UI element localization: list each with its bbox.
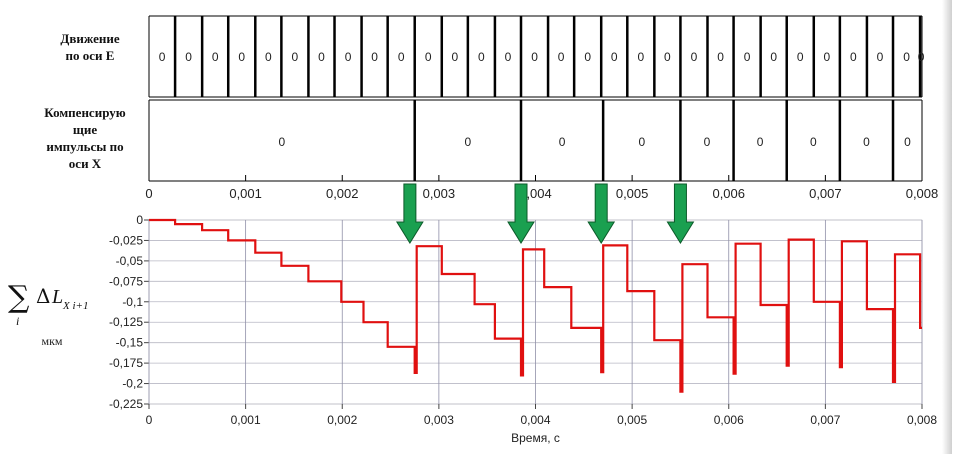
row2-label-line3: импульсы по <box>46 139 124 154</box>
e-cell-value: 0 <box>584 50 591 64</box>
x-tick-label: 0,006 <box>714 413 744 427</box>
y-tick-label: -0,15 <box>116 336 144 350</box>
x-cell-value: 0 <box>704 135 711 149</box>
right-edge-shade <box>942 0 952 454</box>
e-cell-value: 0 <box>292 50 299 64</box>
row2-x-tick-label: 0,007 <box>809 186 842 201</box>
x-axis-title: Время, с <box>511 431 560 445</box>
y-tick-label: -0,025 <box>109 233 143 247</box>
x-cell-value: 0 <box>638 135 645 149</box>
x-tick-label: 0,005 <box>617 413 647 427</box>
x-cell-value: 0 <box>810 135 817 149</box>
e-cell-value: 0 <box>918 50 925 64</box>
row2-label-line1: Компенсирую <box>44 105 126 120</box>
e-cell-value: 0 <box>744 50 751 64</box>
row2-label-line2: щие <box>72 122 98 137</box>
e-cell-value: 0 <box>611 50 618 64</box>
length-subscript: X i+1 <box>62 300 88 312</box>
x-cell-value: 0 <box>757 135 764 149</box>
row2-x-tick-label: 0,006 <box>712 186 745 201</box>
row2-x-tick-label: 0,008 <box>906 186 939 201</box>
row2-x-tick-label: 0,005 <box>616 186 649 201</box>
row1-label-line1: Движение <box>60 31 120 46</box>
e-cell-value: 0 <box>877 50 884 64</box>
y-tick-label: -0,175 <box>109 356 143 370</box>
x-tick-label: 0,002 <box>327 413 357 427</box>
e-cell-value: 0 <box>451 50 458 64</box>
x-tick-label: 0,003 <box>424 413 454 427</box>
row1-label-line2: по оси E <box>65 48 115 63</box>
length-symbol: L <box>51 286 63 308</box>
y-tick-label: -0,225 <box>109 397 143 411</box>
row2-label: Компенсирую щие импульсы по оси X <box>20 104 150 172</box>
e-cell-value: 0 <box>770 50 777 64</box>
compensation-arrow <box>507 183 535 244</box>
row1-label: Движение по оси E <box>38 30 142 64</box>
sum-symbol: ∑ <box>8 280 30 315</box>
x-tick-label: 0,007 <box>810 413 840 427</box>
e-cell-value: 0 <box>558 50 565 64</box>
x-tick-label: 0,001 <box>231 413 261 427</box>
x-cell-value: 0 <box>465 135 472 149</box>
e-cell-value: 0 <box>478 50 485 64</box>
e-cell-value: 0 <box>265 50 272 64</box>
e-cell-value: 0 <box>664 50 671 64</box>
e-cell-value: 0 <box>505 50 512 64</box>
y-axis-unit: мкм <box>41 334 62 348</box>
e-cell-value: 0 <box>717 50 724 64</box>
y-tick-label: -0,1 <box>122 295 143 309</box>
e-cell-value: 0 <box>823 50 830 64</box>
x-cell-value: 0 <box>863 135 870 149</box>
e-cell-value: 0 <box>318 50 325 64</box>
row2-label-line4: оси X <box>68 156 102 171</box>
e-cell-value: 0 <box>531 50 538 64</box>
x-cell-value: 0 <box>904 135 911 149</box>
e-cell-value: 0 <box>398 50 405 64</box>
e-cell-value: 0 <box>212 50 219 64</box>
e-cell-value: 0 <box>797 50 804 64</box>
compensation-arrow <box>666 183 695 244</box>
row2-x-tick-label: 0 <box>145 186 152 201</box>
e-cell-value: 0 <box>850 50 857 64</box>
x-tick-label: 0,008 <box>907 413 937 427</box>
e-cell-value: 0 <box>345 50 352 64</box>
y-tick-label: -0,2 <box>122 377 143 391</box>
y-tick-label: -0,05 <box>116 254 144 268</box>
data-series-line <box>149 218 922 393</box>
compensation-arrow <box>395 183 424 244</box>
y-axis-formula: ∑i Δ L X i+1 <box>8 280 88 328</box>
y-tick-label: 0 <box>136 213 143 227</box>
x-tick-label: 0 <box>146 413 153 427</box>
x-cell-value: 0 <box>559 135 566 149</box>
e-cell-value: 0 <box>238 50 245 64</box>
row2-x-tick-label: 0,003 <box>423 186 456 201</box>
e-cell-value: 0 <box>159 50 166 64</box>
x-tick-label: 0,004 <box>520 413 550 427</box>
e-cell-value: 0 <box>425 50 432 64</box>
e-cell-value: 0 <box>371 50 378 64</box>
y-tick-label: -0,075 <box>109 274 143 288</box>
e-cell-value: 0 <box>903 50 910 64</box>
e-cell-value: 0 <box>185 50 192 64</box>
y-tick-label: -0,125 <box>109 315 143 329</box>
x-cell-value: 0 <box>279 135 286 149</box>
e-cell-value: 0 <box>637 50 644 64</box>
compensation-arrow <box>587 183 616 244</box>
e-cell-value: 0 <box>691 50 698 64</box>
row2-x-tick-label: 0,001 <box>229 186 262 201</box>
row2-x-tick-label: 0,002 <box>326 186 359 201</box>
sum-index: i <box>16 314 19 328</box>
delta-symbol: Δ <box>36 284 50 308</box>
